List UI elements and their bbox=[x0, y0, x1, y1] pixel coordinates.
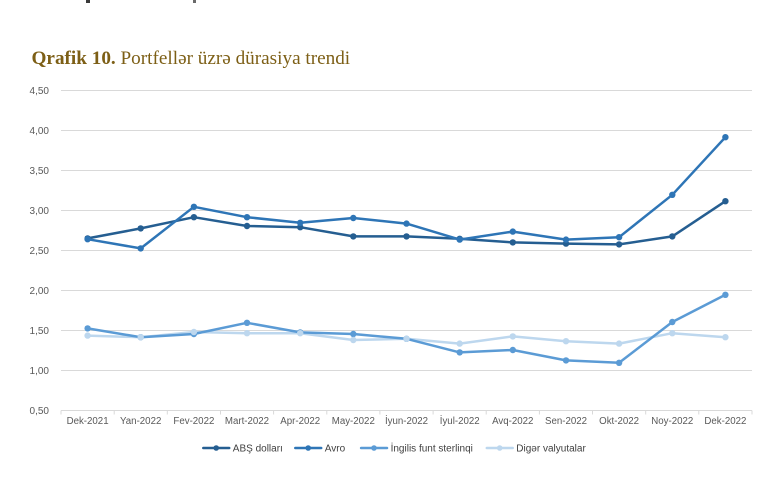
svg-text:Digər valyutalar: Digər valyutalar bbox=[516, 444, 586, 455]
svg-text:3,00: 3,00 bbox=[30, 206, 50, 217]
svg-text:1,50: 1,50 bbox=[30, 326, 50, 337]
svg-text:Sen-2022: Sen-2022 bbox=[545, 416, 587, 427]
svg-text:ABŞ dolları: ABŞ dolları bbox=[233, 444, 283, 455]
svg-text:4,00: 4,00 bbox=[30, 126, 50, 137]
svg-text:Okt-2022: Okt-2022 bbox=[599, 416, 639, 427]
svg-text:Avq-2022: Avq-2022 bbox=[492, 416, 533, 427]
svg-text:Avro: Avro bbox=[325, 444, 346, 455]
svg-text:Noy-2022: Noy-2022 bbox=[651, 416, 693, 427]
svg-text:İngilis funt sterlinqi: İngilis funt sterlinqi bbox=[391, 442, 473, 455]
svg-text:May-2022: May-2022 bbox=[332, 416, 375, 427]
svg-text:Dek-2022: Dek-2022 bbox=[704, 416, 746, 427]
svg-text:3,50: 3,50 bbox=[30, 166, 50, 177]
svg-text:Dek-2021: Dek-2021 bbox=[67, 416, 109, 427]
svg-text:0,50: 0,50 bbox=[30, 406, 50, 417]
svg-text:Yan-2022: Yan-2022 bbox=[120, 416, 161, 427]
svg-text:İyul-2022: İyul-2022 bbox=[440, 416, 480, 427]
svg-text:Fev-2022: Fev-2022 bbox=[173, 416, 214, 427]
svg-text:1,00: 1,00 bbox=[30, 366, 50, 377]
svg-text:Apr-2022: Apr-2022 bbox=[280, 416, 320, 427]
svg-text:2,50: 2,50 bbox=[30, 246, 50, 257]
svg-text:İyun-2022: İyun-2022 bbox=[385, 416, 428, 427]
svg-text:Mart-2022: Mart-2022 bbox=[225, 416, 269, 427]
svg-text:4,50: 4,50 bbox=[30, 86, 50, 97]
svg-text:2,00: 2,00 bbox=[30, 286, 50, 297]
